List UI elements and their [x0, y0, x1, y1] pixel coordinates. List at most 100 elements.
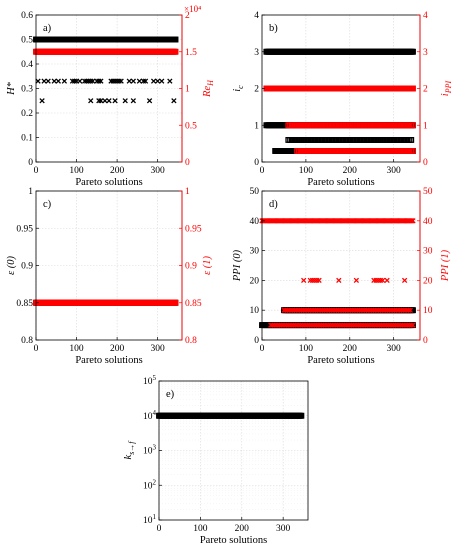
- y-tick-label: 0.95: [16, 224, 33, 234]
- data-point: [106, 98, 112, 104]
- y-axis-title: ε (0): [6, 255, 17, 275]
- data-point: [98, 98, 104, 104]
- x-tick-label: 100: [193, 524, 208, 534]
- y-tick-label: 3: [254, 48, 259, 58]
- data-point: [142, 78, 149, 84]
- data-point: [77, 78, 83, 84]
- y-tick-label: 30: [250, 247, 260, 257]
- data-point: [408, 136, 415, 143]
- data-point-stroke: [380, 277, 386, 284]
- panel-a: 0 100 200 300 0 0.1 0.2 0.3 0.4 0.5 0.6 0 0.5 1 1.5 2 Pa…: [6, 4, 215, 188]
- panel-label: d): [269, 199, 278, 210]
- y-tick-label: 0: [28, 158, 33, 168]
- x-tick-label: 0: [260, 344, 265, 354]
- data-point-stroke: [301, 277, 307, 284]
- x-tick-label: 300: [151, 166, 166, 176]
- data-point: [126, 78, 132, 84]
- y-axis-title: ic: [232, 85, 245, 92]
- x-tick-label: 200: [343, 344, 358, 354]
- data-point-stroke: [126, 78, 132, 84]
- series-2: [33, 48, 179, 55]
- x-tick-label: 300: [387, 166, 402, 176]
- right-y-tick-label: 50: [423, 187, 433, 197]
- panel-label: c): [43, 199, 52, 210]
- data-point-stroke: [410, 218, 416, 224]
- y-tick-label: 0.2: [21, 109, 33, 119]
- data-point: [384, 277, 390, 284]
- series-0: [156, 412, 305, 419]
- series-1: [263, 85, 416, 154]
- y-tick-label: 10: [250, 306, 260, 316]
- data-point: [410, 48, 416, 55]
- data-point: [401, 277, 408, 284]
- right-y-tick-label: 3: [423, 48, 428, 58]
- data-point: [410, 148, 416, 154]
- data-point: [167, 78, 173, 84]
- data-point-stroke: [171, 98, 177, 104]
- right-y-tick-label: 40: [423, 217, 433, 227]
- data-point-stroke: [39, 98, 45, 104]
- data-point-stroke: [146, 98, 153, 104]
- data-point: [159, 78, 165, 84]
- y-tick-label: 102: [143, 478, 157, 491]
- y-tick-label: 0.3: [21, 85, 33, 95]
- panel-label: e): [166, 389, 175, 400]
- plot-area: [262, 191, 420, 340]
- data-point-stroke: [122, 98, 128, 104]
- data-point: [410, 218, 416, 224]
- x-tick-label: 200: [110, 166, 125, 176]
- data-point: [405, 307, 412, 313]
- right-y-tick-label: 0.8: [185, 336, 197, 346]
- right-y-tick-label: 10: [423, 306, 433, 316]
- panel-label: b): [269, 23, 278, 34]
- panel-label: a): [43, 23, 52, 34]
- right-y-tick-label: 2: [185, 11, 190, 21]
- data-point: [55, 78, 61, 84]
- x-tick-label: 100: [69, 344, 84, 354]
- y-tick-label: 101: [143, 513, 157, 526]
- x-tick-label: 0: [260, 166, 265, 176]
- data-point: [136, 78, 143, 84]
- data-point: [336, 277, 342, 284]
- panel-c: 0 100 200 300 0.8 0.85 0.9 0.95 1 0.8 0.85 0.9 0.95 1…: [6, 187, 213, 366]
- data-point: [301, 277, 307, 284]
- data-point: [122, 98, 128, 104]
- y-axis-title: PPI (0): [232, 249, 243, 282]
- right-y-tick-label: 4: [423, 11, 428, 21]
- x-axis-title: Pareto solutions: [75, 355, 142, 366]
- data-point-stroke: [384, 277, 390, 284]
- right-y-axis-title: PPI (1): [440, 249, 451, 282]
- x-tick-label: 200: [110, 344, 125, 354]
- right-axis-exponent: ×10⁴: [184, 4, 201, 14]
- x-tick-label: 100: [299, 166, 314, 176]
- data-point: [61, 78, 68, 84]
- y-tick-label: 4: [254, 11, 259, 21]
- y-tick-label: 1: [254, 121, 259, 131]
- data-point: [112, 98, 118, 104]
- x-tick-label: 300: [387, 344, 402, 354]
- data-point-stroke: [142, 78, 149, 84]
- data-point-stroke: [45, 78, 51, 84]
- data-point: [172, 48, 179, 55]
- data-point: [408, 322, 414, 328]
- data-point-stroke: [118, 78, 124, 84]
- data-point-stroke: [77, 78, 83, 84]
- data-point: [316, 277, 322, 284]
- data-point: [155, 78, 161, 84]
- panel-e: 0 100 200 300 101 102 103 104 105 Pareto solution…: [123, 374, 309, 546]
- data-point-stroke: [41, 78, 47, 84]
- data-point: [130, 98, 136, 104]
- data-point-stroke: [112, 98, 118, 104]
- data-point-stroke: [90, 78, 96, 84]
- panel-d: 0 100 200 300 0 10 20 30 40 50 0 10 20 30 40 50 Pareto s…: [232, 187, 451, 366]
- x-tick-label: 200: [343, 166, 358, 176]
- right-y-tick-label: 0: [423, 336, 428, 346]
- right-y-tick-label: 0.9: [185, 262, 197, 272]
- right-y-tick-label: 0.95: [185, 224, 202, 234]
- series-1: [259, 218, 416, 328]
- data-point: [118, 78, 124, 84]
- x-axis-title: Pareto solutions: [307, 177, 374, 188]
- data-point-stroke: [130, 78, 136, 84]
- y-tick-label: 0: [254, 336, 259, 346]
- data-point-stroke: [407, 307, 414, 313]
